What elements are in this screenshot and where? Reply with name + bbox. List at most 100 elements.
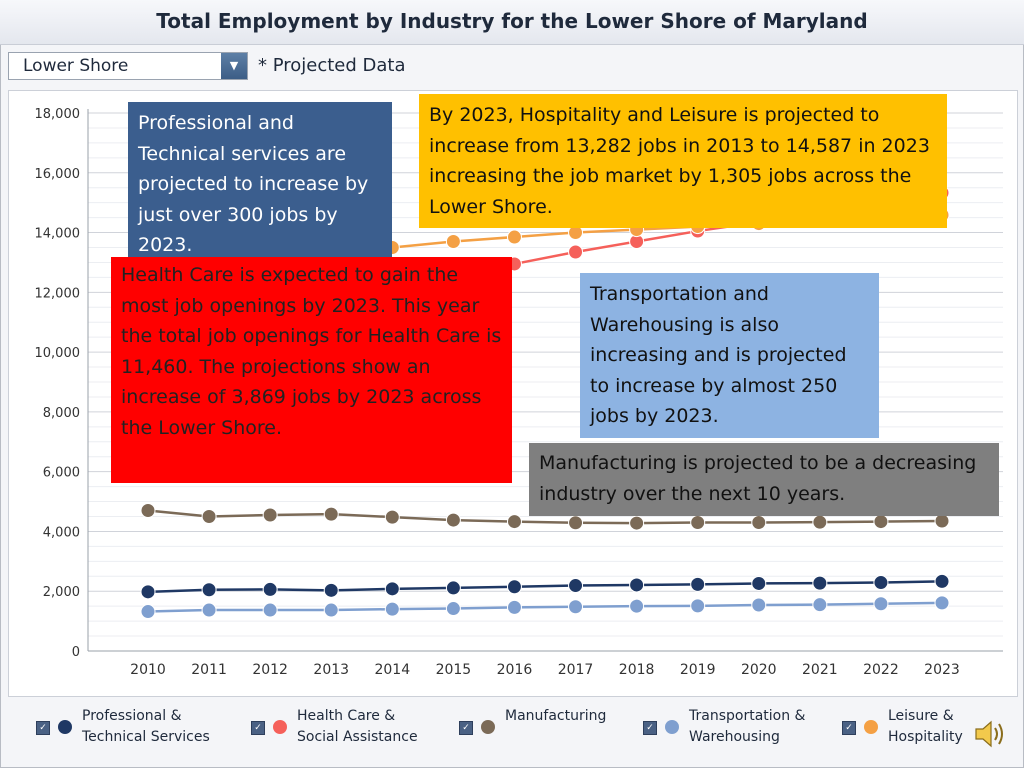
data-point: [812, 514, 828, 530]
checkbox-icon[interactable]: ✓: [643, 721, 657, 735]
legend-label-line2: Hospitality: [888, 729, 963, 745]
data-point: [934, 595, 950, 611]
data-point: [323, 582, 339, 598]
x-tick-label: 2018: [619, 662, 655, 678]
data-point: [384, 601, 400, 617]
data-point: [140, 584, 156, 600]
x-tick-label: 2014: [374, 662, 410, 678]
x-tick-label: 2012: [252, 662, 288, 678]
y-tick-label: 0: [72, 645, 80, 660]
data-point: [445, 234, 461, 250]
data-point: [629, 598, 645, 614]
data-point: [445, 512, 461, 528]
legend-label-line1: Professional &: [82, 708, 182, 724]
y-tick-label: 10,000: [35, 346, 81, 361]
data-point: [323, 506, 339, 522]
data-point: [873, 575, 889, 591]
data-point: [934, 573, 950, 589]
callout-transportation: Transportation and Warehousing is also i…: [580, 273, 879, 438]
data-point: [384, 581, 400, 597]
chevron-down-icon[interactable]: ▼: [221, 53, 247, 79]
data-point: [506, 514, 522, 530]
projected-data-note: * Projected Data: [258, 55, 406, 76]
x-tick-label: 2021: [802, 662, 838, 678]
series-line-3: [147, 601, 943, 613]
chart-title: Total Employment by Industry for the Low…: [156, 9, 868, 33]
checkbox-icon[interactable]: ✓: [842, 721, 856, 735]
data-point: [506, 579, 522, 595]
x-tick-label: 2016: [497, 662, 533, 678]
data-point: [690, 598, 706, 614]
data-point: [751, 514, 767, 530]
legend-label-line1: Manufacturing: [505, 708, 607, 724]
data-point: [568, 599, 584, 615]
data-point: [201, 602, 217, 618]
data-point: [140, 503, 156, 519]
legend-label-line2: Warehousing: [689, 729, 780, 745]
x-tick-label: 2023: [924, 662, 960, 678]
checkbox-icon[interactable]: ✓: [459, 721, 473, 735]
data-point: [568, 515, 584, 531]
data-point: [690, 514, 706, 530]
data-point: [629, 577, 645, 593]
data-point: [506, 599, 522, 615]
y-tick-label: 14,000: [35, 227, 81, 242]
series-line-0: [147, 580, 943, 594]
x-tick-label: 2022: [863, 662, 899, 678]
data-point: [812, 597, 828, 613]
data-point: [629, 515, 645, 531]
data-point: [140, 604, 156, 620]
y-tick-label: 12,000: [35, 286, 81, 301]
x-tick-label: 2020: [741, 662, 777, 678]
y-tick-label: 6,000: [43, 466, 80, 481]
legend-label-line1: Leisure &: [888, 708, 954, 724]
data-point: [445, 601, 461, 617]
y-tick-label: 8,000: [43, 406, 80, 421]
legend-label-line2: Social Assistance: [297, 729, 418, 745]
region-select[interactable]: Lower Shore ▼: [8, 52, 248, 80]
data-point: [262, 507, 278, 523]
callout-professional: Professional and Technical services are …: [128, 102, 392, 266]
data-point: [323, 602, 339, 618]
legend-label-line1: Transportation &: [689, 708, 806, 724]
legend-marker-manufacturing: [481, 720, 495, 734]
y-tick-label: 2,000: [43, 585, 80, 600]
y-tick-label: 4,000: [43, 525, 80, 540]
legend-marker-transportation: [665, 720, 679, 734]
data-point: [873, 514, 889, 530]
toolbar: Lower Shore ▼ * Projected Data: [0, 46, 1024, 88]
legend-marker-professional: [58, 720, 72, 734]
y-tick-label: 16,000: [35, 167, 81, 182]
x-tick-label: 2011: [191, 662, 227, 678]
data-point: [873, 596, 889, 612]
data-point: [751, 597, 767, 613]
chart-legend: ✓ Professional & Technical Services ✓ Hea…: [0, 700, 1024, 766]
x-tick-label: 2019: [680, 662, 716, 678]
data-point: [812, 575, 828, 591]
x-tick-label: 2015: [436, 662, 472, 678]
data-point: [445, 580, 461, 596]
y-tick-label: 18,000: [35, 107, 81, 122]
callout-hospitality: By 2023, Hospitality and Leisure is proj…: [419, 94, 947, 228]
title-bar: Total Employment by Industry for the Low…: [0, 0, 1024, 45]
legend-label-line2: Technical Services: [82, 729, 210, 745]
data-point: [201, 582, 217, 598]
data-point: [568, 244, 584, 260]
x-tick-label: 2017: [558, 662, 594, 678]
callout-health-care: Health Care is expected to gain the most…: [111, 257, 512, 483]
checkbox-icon[interactable]: ✓: [36, 721, 50, 735]
data-point: [506, 229, 522, 245]
legend-label-line1: Health Care &: [297, 708, 396, 724]
region-select-value: Lower Shore: [23, 56, 129, 76]
series-line-2: [147, 509, 943, 525]
data-point: [568, 578, 584, 594]
legend-marker-health-care: [273, 720, 287, 734]
data-point: [934, 513, 950, 529]
speaker-icon[interactable]: [972, 716, 1008, 752]
x-tick-label: 2013: [313, 662, 349, 678]
data-point: [262, 602, 278, 618]
checkbox-icon[interactable]: ✓: [251, 721, 265, 735]
x-tick-label: 2010: [130, 662, 166, 678]
legend-marker-leisure: [864, 720, 878, 734]
callout-manufacturing: Manufacturing is projected to be a decre…: [529, 443, 999, 516]
